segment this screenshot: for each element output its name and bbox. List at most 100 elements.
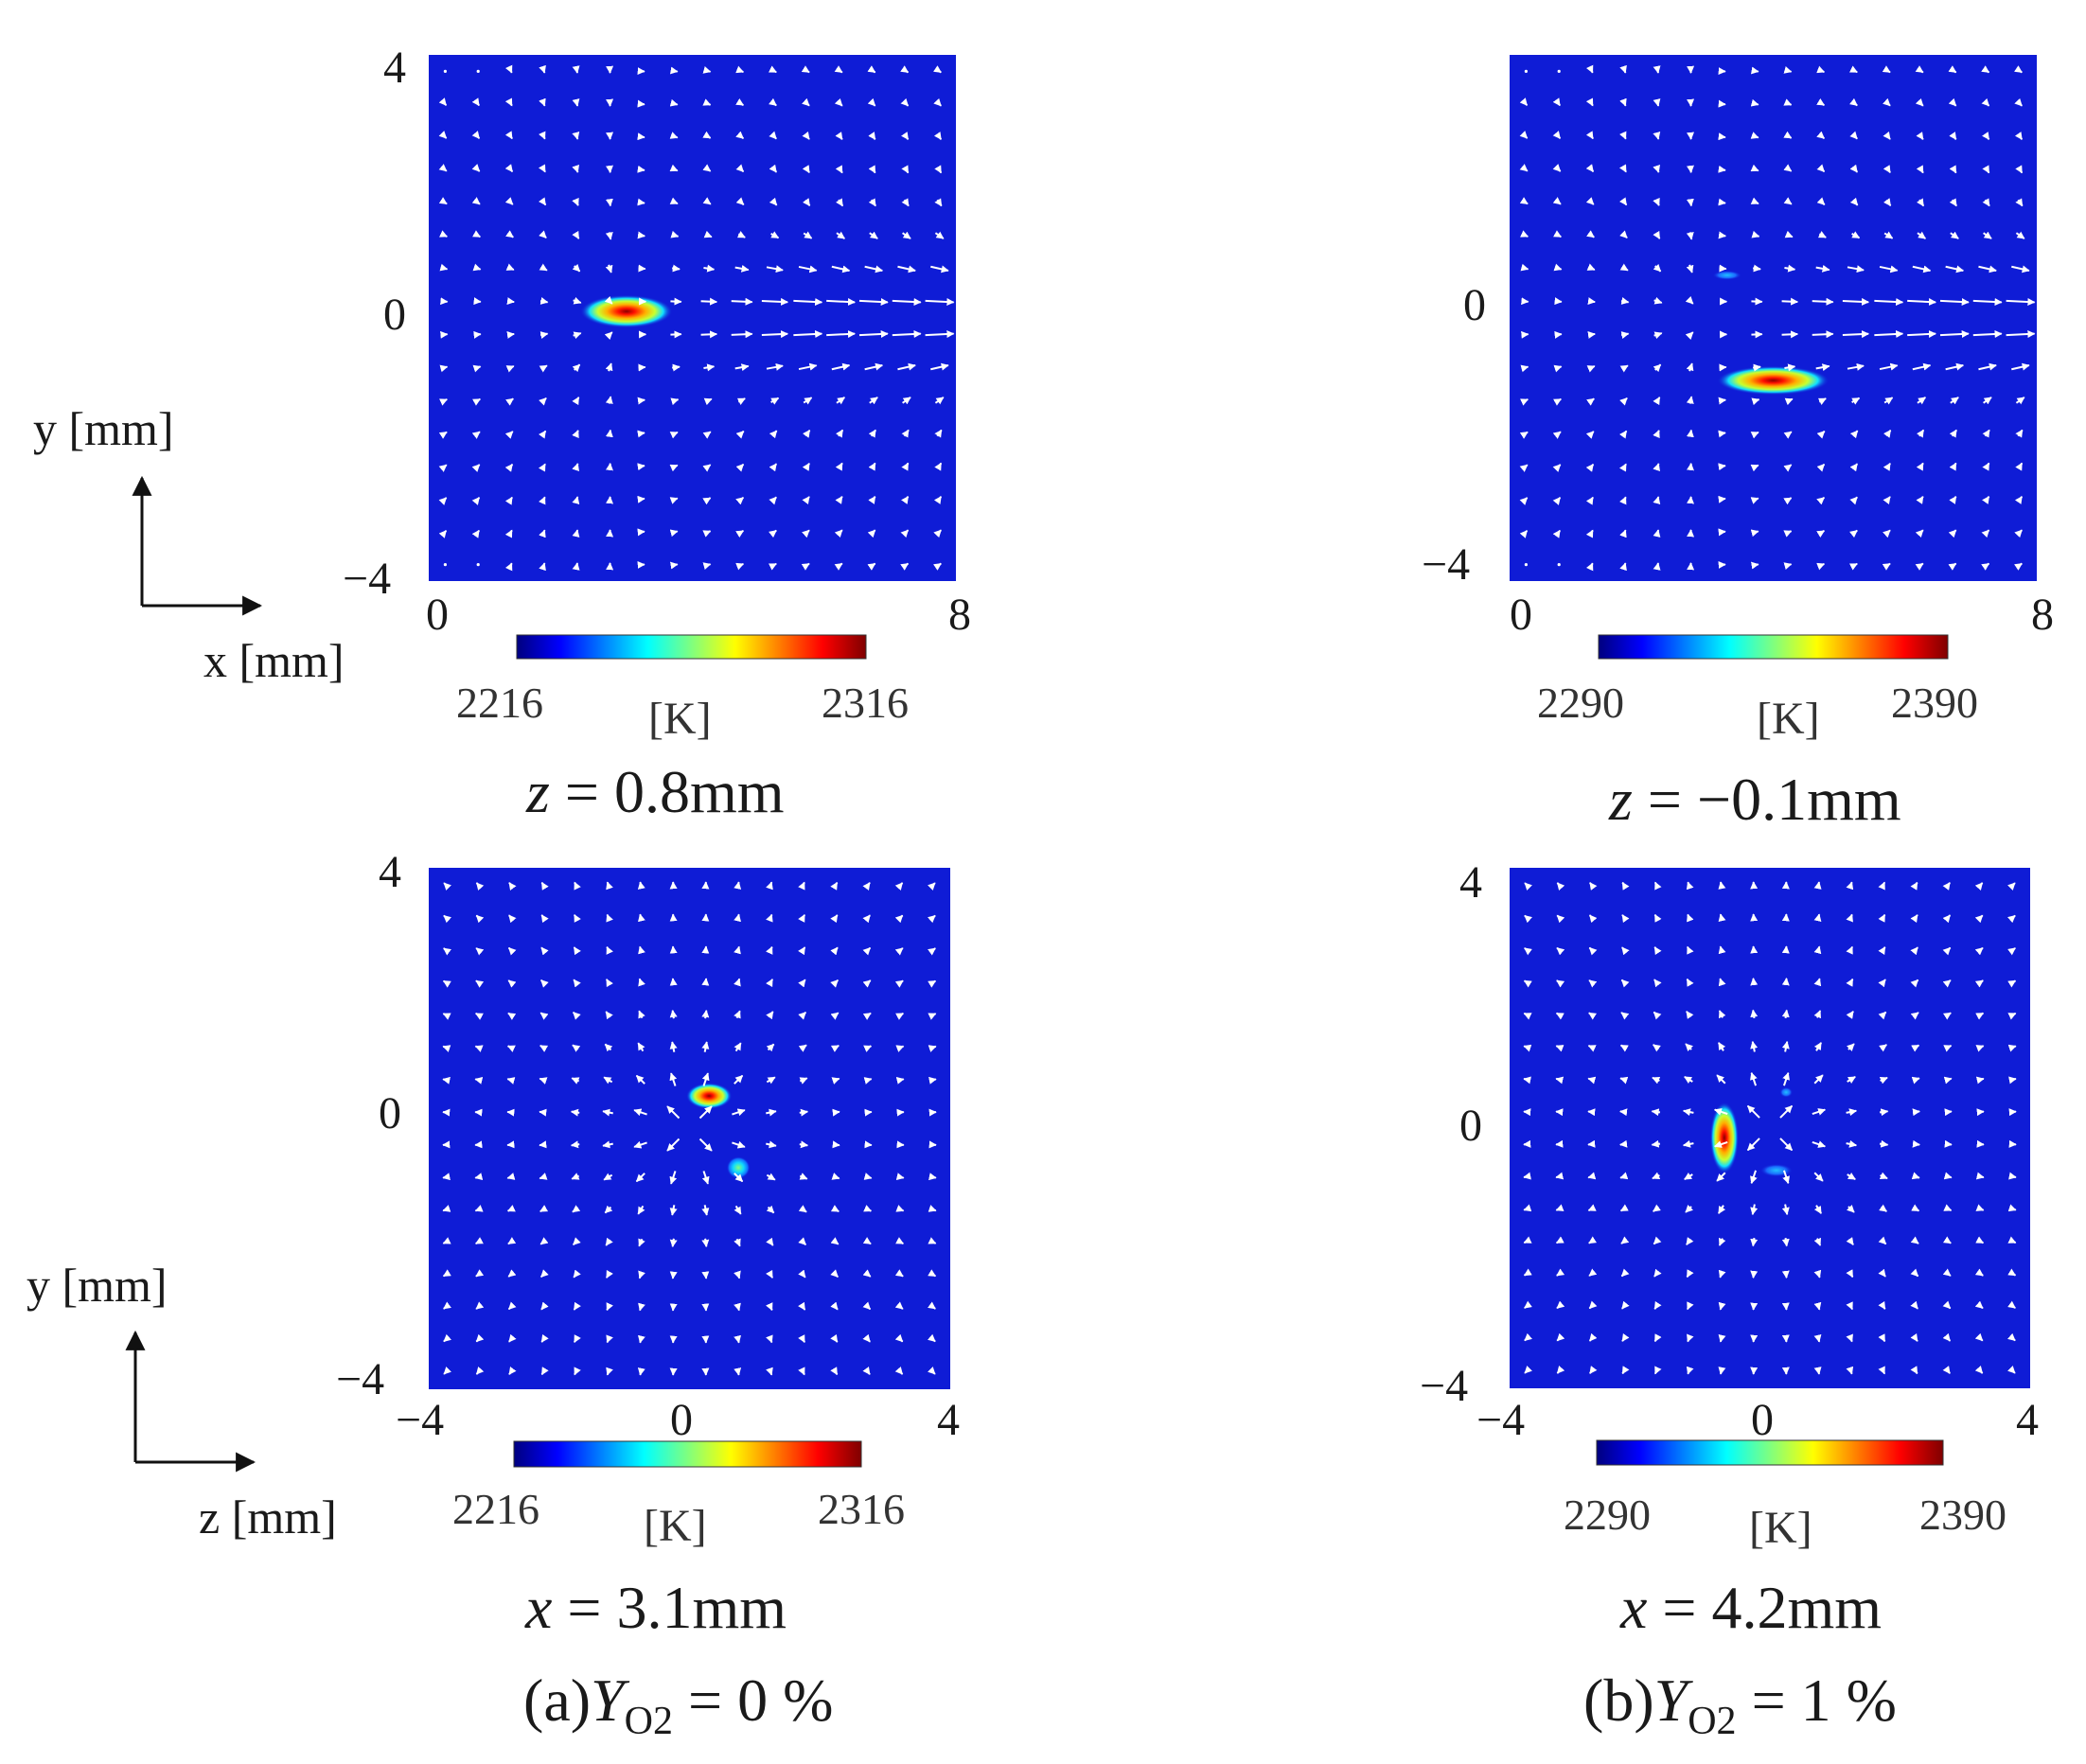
velocity-vector-43 <box>1588 1012 1598 1020</box>
velocity-vector-137 <box>703 264 716 273</box>
velocity-vector-182 <box>1879 1172 1888 1180</box>
velocity-vector-23 <box>1554 330 1563 339</box>
velocity-vector-80 <box>606 1367 613 1376</box>
velocity-vector-180 <box>803 430 811 438</box>
velocity-vector-190 <box>798 913 805 923</box>
velocity-vector-44 <box>504 164 514 172</box>
velocity-vector-56 <box>1620 297 1630 305</box>
velocity-vector-219 <box>862 1012 872 1020</box>
velocity-vector-156 <box>1813 978 1822 987</box>
velocity-vector-87 <box>602 1140 613 1149</box>
velocity-vector-63 <box>540 881 549 891</box>
velocity-vector-16 <box>1556 1366 1565 1374</box>
velocity-vector-253 <box>2007 947 2016 956</box>
velocity-vector-112 <box>669 561 679 570</box>
velocity-vector-197 <box>836 397 845 405</box>
velocity-vector-27 <box>474 1013 484 1020</box>
velocity-vector-45 <box>1588 946 1598 956</box>
velocity-vector-34 <box>504 496 513 505</box>
velocity-vector-27 <box>1555 1012 1564 1020</box>
velocity-vector-151 <box>732 1140 746 1149</box>
velocity-vector-82 <box>1687 1301 1694 1311</box>
velocity-vector-209 <box>862 1333 871 1343</box>
velocity-vector-204 <box>1910 979 1919 988</box>
velocity-vector-89 <box>1686 264 1694 273</box>
velocity-vector-134 <box>703 363 716 372</box>
velocity-vector-layer <box>438 64 955 572</box>
velocity-vector-228 <box>1982 429 1990 438</box>
velocity-vector-249 <box>930 265 949 273</box>
velocity-vector-214 <box>863 1173 873 1180</box>
hot-spot-1 <box>1712 270 1742 280</box>
velocity-vector-163 <box>1849 463 1859 472</box>
velocity-vector-231 <box>1972 329 2003 338</box>
velocity-vector-187 <box>803 198 811 206</box>
velocity-vector-92 <box>1686 165 1694 174</box>
velocity-vector-88 <box>1685 295 1694 305</box>
velocity-vector-58 <box>1619 1044 1629 1052</box>
velocity-vector-157 <box>734 945 741 955</box>
velocity-vector-166 <box>766 362 784 371</box>
velocity-vector-127 <box>1750 66 1759 75</box>
velocity-vector-25 <box>472 263 482 272</box>
velocity-vector-57 <box>539 263 548 272</box>
velocity-vector-136 <box>1779 1104 1794 1119</box>
velocity-vector-41 <box>1586 263 1596 271</box>
velocity-vector-116 <box>669 1238 678 1248</box>
velocity-vector-48 <box>1621 1366 1630 1375</box>
velocity-vector-240 <box>927 1366 936 1375</box>
velocity-vector-98 <box>1718 1301 1726 1311</box>
velocity-vector-250 <box>2015 231 2025 239</box>
velocity-vector-176 <box>1878 1366 1886 1375</box>
velocity-vector-39 <box>506 1140 515 1149</box>
velocity-vector-243 <box>2007 1268 2017 1277</box>
velocity-vector-106 <box>637 1042 645 1052</box>
velocity-vector-156 <box>734 978 741 987</box>
velocity-vector-185 <box>798 265 818 273</box>
velocity-vector-212 <box>868 429 876 438</box>
velocity-vector-6 <box>1520 364 1529 373</box>
velocity-vector-151 <box>1812 1140 1827 1148</box>
velocity-vector-137 <box>701 1072 710 1086</box>
velocity-vector-34 <box>507 1301 517 1311</box>
velocity-vector-199 <box>826 329 856 338</box>
velocity-vector-209 <box>867 529 876 538</box>
velocity-vector-139 <box>701 1009 710 1019</box>
velocity-vector-220 <box>862 979 872 988</box>
velocity-vector-42 <box>1587 1045 1597 1052</box>
velocity-vector-54 <box>1619 1172 1629 1180</box>
velocity-vector-14 <box>1524 914 1532 924</box>
velocity-vector-187 <box>798 1011 807 1020</box>
velocity-vector-100 <box>637 430 645 438</box>
velocity-vector-158 <box>735 97 745 106</box>
velocity-vector-143 <box>1783 66 1793 74</box>
velocity-vector-182 <box>1879 362 1899 371</box>
velocity-vector-116 <box>669 431 679 439</box>
velocity-vector-124 <box>669 978 678 986</box>
velocity-vector-35 <box>507 1269 517 1278</box>
velocity-vector-86 <box>1684 1172 1693 1180</box>
velocity-vector-36 <box>504 431 514 439</box>
velocity-vector-245 <box>2015 397 2025 405</box>
velocity-vector-50 <box>1619 496 1627 505</box>
velocity-vector-130 <box>702 497 712 505</box>
velocity-vector-242 <box>2014 496 2024 504</box>
velocity-vector-49 <box>1621 1332 1630 1342</box>
velocity-vector-26 <box>472 230 481 238</box>
velocity-vector-131 <box>701 1271 710 1279</box>
velocity-vector-225 <box>900 529 910 538</box>
velocity-vector-209 <box>1948 529 1957 538</box>
velocity-vector-252 <box>2007 979 2017 988</box>
velocity-vector-243 <box>934 462 943 471</box>
velocity-vector-163 <box>766 1269 773 1279</box>
velocity-vector-44 <box>507 979 517 988</box>
velocity-vector-239 <box>1974 882 1984 891</box>
velocity-vector-199 <box>1912 1139 1920 1148</box>
velocity-vector-36 <box>507 1237 517 1245</box>
velocity-vector-160 <box>766 1367 773 1376</box>
velocity-vector-171 <box>769 197 778 206</box>
velocity-vector-183 <box>799 1140 809 1149</box>
velocity-vector-147 <box>1813 1269 1822 1279</box>
velocity-vector-79 <box>1653 65 1661 74</box>
velocity-vector-179 <box>798 1269 806 1279</box>
